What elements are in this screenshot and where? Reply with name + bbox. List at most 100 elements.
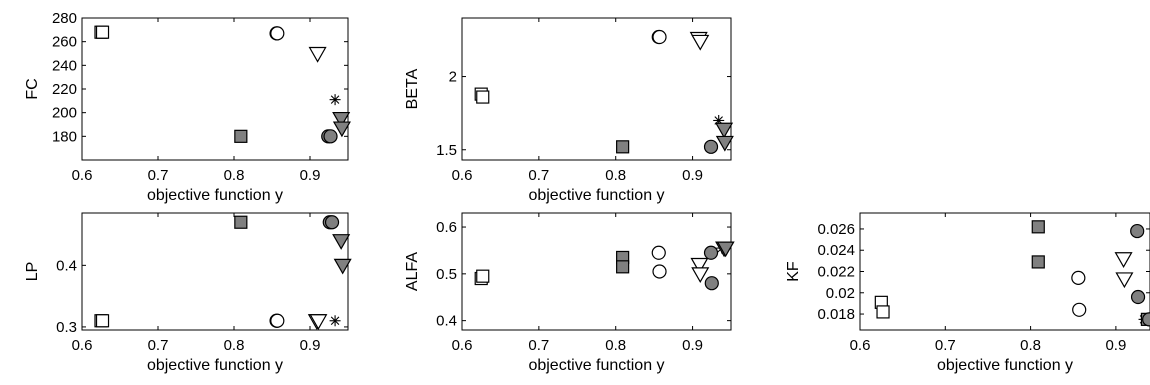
x-tick-label: 0.6 (452, 337, 473, 354)
x-tick-label: 0.7 (528, 337, 549, 354)
data-point (652, 29, 667, 45)
x-tick-label: 0.6 (72, 337, 93, 354)
data-point (333, 258, 352, 275)
data-point (308, 46, 327, 63)
data-point (95, 314, 110, 328)
data-point (329, 315, 341, 327)
data-point (703, 245, 719, 260)
data-point (691, 267, 710, 284)
y-tick-label: 0.024 (817, 242, 855, 259)
y-tick-label: 220 (52, 81, 77, 98)
y-tick-label: 200 (52, 105, 77, 122)
chart-panel-alfa: 0.6 0.7 0.8 0.9 0.4 0.5 0.6 objective function … (404, 212, 735, 374)
data-point (1072, 302, 1087, 317)
data-point (652, 264, 667, 279)
data-point (716, 241, 735, 258)
data-point (476, 90, 490, 104)
x-axis-title: objective function y (528, 357, 664, 374)
data-points (94, 25, 351, 144)
y-tick-label: 1.5 (436, 142, 457, 159)
data-point (1031, 220, 1045, 234)
data-points (94, 215, 352, 330)
data-point (476, 269, 490, 283)
y-tick-label: 180 (52, 128, 77, 145)
plot-frame (81, 17, 349, 161)
x-tick-label: 0.7 (935, 337, 956, 354)
x-tick-label: 0.9 (682, 337, 703, 354)
y-tick-label: 2 (449, 69, 457, 86)
y-tick-label: 0.3 (56, 319, 77, 336)
y-tick-label: 0.4 (436, 313, 457, 330)
y-tick-label: 0.4 (56, 257, 77, 274)
data-point (95, 25, 110, 39)
y-axis-title: FC (24, 78, 41, 99)
x-tick-label: 0.9 (682, 167, 703, 184)
data-point (703, 139, 719, 154)
chart-panel-fc: 0.6 0.7 0.8 0.9 180 200 220 240 260 280 objective … (24, 10, 351, 204)
data-point (691, 34, 710, 51)
x-tick-label: 0.9 (300, 167, 321, 184)
x-tick-label: 0.7 (528, 167, 549, 184)
asterisk-stroke (330, 95, 340, 104)
data-point (234, 215, 248, 229)
data-point (704, 276, 719, 291)
y-tick-label: 0.026 (817, 221, 855, 238)
data-point (616, 260, 630, 274)
y-tick-label: 0.5 (436, 266, 457, 283)
x-tick-label: 0.8 (1020, 337, 1041, 354)
data-point (1114, 252, 1133, 268)
y-tick-label: 0.022 (817, 264, 855, 281)
data-point (329, 94, 341, 106)
y-tick-label: 0.02 (826, 285, 855, 302)
y-axis-title: BETA (404, 68, 421, 109)
x-axis-title: objective function y (147, 357, 283, 374)
y-axis-title: LP (24, 262, 41, 282)
data-point (1130, 289, 1146, 305)
plot-frame (81, 212, 349, 331)
x-axis-title: objective function y (528, 187, 664, 204)
data-point (324, 215, 340, 230)
x-tick-label: 0.9 (1105, 337, 1126, 354)
data-point (1142, 312, 1150, 327)
plot-frame (859, 212, 1150, 331)
data-points (474, 241, 735, 291)
data-point (1071, 270, 1086, 285)
x-tick-label: 0.6 (850, 337, 871, 354)
data-point (332, 111, 351, 128)
x-tick-label: 0.6 (72, 167, 93, 184)
data-point (270, 313, 285, 328)
x-tick-label: 0.8 (605, 167, 626, 184)
y-tick-label: 0.018 (817, 306, 855, 323)
y-tick-label: 240 (52, 57, 77, 74)
x-tick-label: 0.8 (224, 167, 245, 184)
data-point (1130, 223, 1145, 239)
x-tick-label: 0.7 (148, 337, 169, 354)
chart-panel-beta: 0.6 0.7 0.8 0.9 1.5 2 objective function y BETA (404, 17, 734, 204)
chart-panel-kf: 0.6 0.7 0.8 0.9 0.018 0.02 0.022 0.024 0.026 obje… (785, 212, 1150, 374)
data-point (876, 305, 890, 319)
y-axis-title: ALFA (404, 252, 421, 291)
x-tick-label: 0.8 (605, 337, 626, 354)
data-point (690, 257, 709, 274)
data-point (616, 140, 630, 154)
data-point (1115, 272, 1134, 289)
data-point (309, 314, 328, 330)
data-point (234, 129, 248, 143)
data-point (332, 234, 351, 250)
data-point (715, 122, 734, 139)
y-tick-label: 260 (52, 34, 77, 51)
asterisk-stroke (330, 316, 340, 326)
data-point (715, 135, 734, 152)
x-tick-label: 0.8 (224, 337, 245, 354)
chart-panel-lp: 0.6 0.7 0.8 0.9 0.3 0.4 objective function y LP (24, 212, 352, 374)
x-tick-label: 0.6 (452, 167, 473, 184)
data-point (651, 245, 666, 260)
data-points (474, 29, 734, 154)
x-tick-label: 0.7 (148, 167, 169, 184)
y-tick-label: 280 (52, 10, 77, 27)
x-axis-title: objective function y (937, 357, 1073, 374)
x-axis-title: objective function y (147, 187, 283, 204)
plot-frame (461, 17, 732, 161)
x-tick-label: 0.9 (300, 337, 321, 354)
